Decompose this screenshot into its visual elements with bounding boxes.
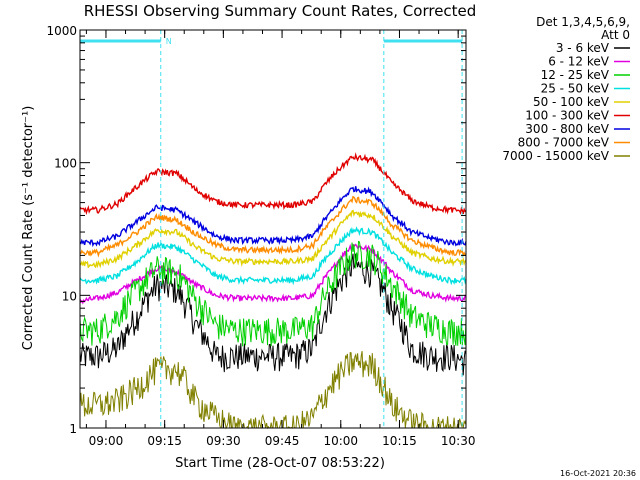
series-line-8 <box>79 351 467 430</box>
series-line-2 <box>79 240 467 347</box>
legend-label-7: 800 - 7000 keV <box>518 136 610 150</box>
y-tick-label-2: 100 <box>54 157 77 171</box>
footer-timestamp: 16-Oct-2021 20:36 <box>560 469 636 478</box>
legend-label-4: 50 - 100 keV <box>533 95 610 109</box>
legend-header-line1: Det 1,3,4,5,6,9, <box>536 15 630 29</box>
series-line-3 <box>79 226 467 286</box>
legend-label-2: 12 - 25 keV <box>541 68 610 82</box>
series-line-4 <box>79 209 467 269</box>
x-tick-label-4: 10:00 <box>323 434 358 448</box>
series-line-0 <box>79 253 467 376</box>
legend-label-5: 100 - 300 keV <box>525 109 609 123</box>
x-tick-label-1: 09:15 <box>147 434 182 448</box>
x-tick-label-3: 09:45 <box>265 434 300 448</box>
x-axis-label: Start Time (28-Oct-07 08:53:22) <box>175 456 385 471</box>
series-line-6 <box>79 186 467 248</box>
night-band-label: N <box>166 37 172 46</box>
y-tick-label-0: 1 <box>69 422 77 436</box>
plot-area: N 09:00 09:15 09:30 09:45 10:00 10:15 10:30 1 10 1… <box>46 24 475 448</box>
y-axis-label: Corrected Count Rate (s⁻¹ detector⁻¹) <box>21 106 36 351</box>
plot-frame <box>79 29 467 429</box>
legend-label-3: 25 - 50 keV <box>541 82 610 96</box>
x-tick-label-6: 10:30 <box>441 434 476 448</box>
y-tick-label-1: 10 <box>62 289 77 303</box>
series-line-7 <box>79 195 467 258</box>
x-tick-label-0: 09:00 <box>89 434 124 448</box>
x-tick-label-5: 10:15 <box>382 434 417 448</box>
series-line-1 <box>79 243 467 305</box>
legend-label-0: 3 - 6 keV <box>556 41 610 55</box>
legend-label-8: 7000 - 15000 keV <box>502 149 609 163</box>
chart-title: RHESSI Observing Summary Count Rates, Co… <box>84 2 477 20</box>
legend-header-line2: Att 0 <box>601 28 630 42</box>
x-tick-label-2: 09:30 <box>206 434 241 448</box>
series-line-5 <box>79 152 467 216</box>
legend-label-6: 300 - 800 keV <box>525 122 609 136</box>
legend-label-1: 6 - 12 keV <box>548 55 610 69</box>
y-tick-label-3: 1000 <box>46 24 77 38</box>
